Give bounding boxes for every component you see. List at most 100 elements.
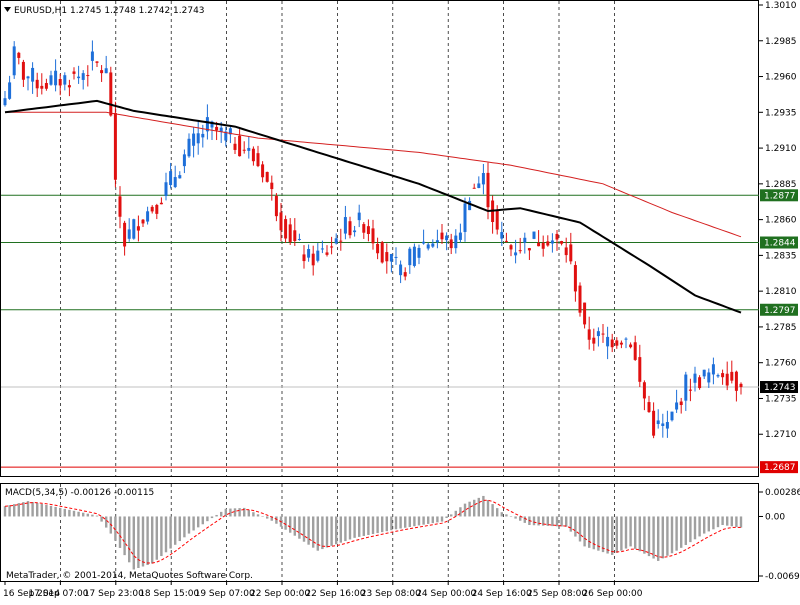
candle-body [596, 331, 600, 337]
macd-bar [63, 508, 66, 517]
candle-body [399, 264, 403, 276]
macd-bar [454, 510, 457, 517]
macd-bar [105, 516, 108, 528]
macd-bar [689, 516, 692, 543]
candle-body [109, 72, 113, 116]
horizontal-lines[interactable]: 1.2877 1.2844 1.2797 1.2743 1.2687 [1, 189, 798, 474]
price-label: 1.2985 [765, 37, 797, 47]
candle-body [307, 249, 311, 258]
time-label: 25 Sep 08:00 [527, 589, 587, 599]
macd-bar [436, 516, 439, 523]
candle-body [187, 138, 191, 157]
macd-bar [201, 516, 204, 525]
candle-body [95, 61, 99, 63]
chart-menu-arrow-icon[interactable] [4, 7, 11, 12]
macd-bar [220, 511, 223, 517]
macd-bar [716, 516, 720, 528]
candle-body [311, 253, 315, 266]
candle-body [288, 224, 292, 242]
candle-body [219, 127, 223, 132]
macd-header: MACD(5,34,5) -0.00126 -0.00115 [5, 488, 154, 498]
candle-body [665, 422, 669, 429]
macd-bar [59, 507, 62, 517]
macd-bar [445, 516, 448, 519]
macd-bar [261, 516, 264, 517]
candle-body [261, 164, 265, 178]
macd-bar [95, 515, 99, 517]
macd-bar [606, 516, 609, 554]
macd-bar [551, 516, 554, 527]
macd-bar [652, 516, 655, 559]
candle-body [445, 235, 449, 241]
candle-body [201, 133, 205, 138]
macd-pane-frame [0, 483, 759, 582]
candle-body [711, 364, 715, 375]
macd-bar [312, 516, 315, 548]
time-label: 17 Sep 23:00 [84, 589, 144, 599]
macd-bar [666, 516, 669, 556]
macd-bar [316, 516, 319, 551]
macd-bar [643, 516, 646, 554]
candle-body [656, 420, 660, 425]
candle-body [49, 75, 53, 85]
candle-body [21, 61, 25, 80]
candle-body [486, 172, 490, 208]
candle-body [334, 238, 338, 244]
macd-bar [243, 507, 246, 517]
macd-bar [371, 516, 375, 535]
macd-bar [491, 504, 494, 517]
candle-body [615, 340, 619, 346]
macd-bar [615, 516, 618, 553]
macd-bar [693, 516, 697, 540]
price-tag [760, 189, 798, 202]
macd-bar [40, 504, 43, 517]
macd-bar [555, 516, 559, 527]
macd-bar [450, 514, 453, 517]
macd-bar [36, 503, 39, 517]
price-axis[interactable]: 1.30101.29851.29601.29351.29101.28851.28… [759, 1, 797, 440]
macd-bar [358, 516, 361, 537]
candle-body [297, 238, 301, 240]
candle-body [610, 339, 614, 348]
macd-bar [477, 497, 480, 517]
macd-bar [519, 516, 522, 521]
candle-body [518, 250, 522, 252]
candle-body [583, 302, 587, 325]
macd-bar [302, 516, 306, 542]
macd-bar [721, 516, 724, 526]
price-tag [760, 236, 798, 249]
candle-body [652, 410, 656, 436]
candle-body [173, 177, 177, 188]
candle-body [550, 240, 554, 244]
copyright-text: MetaTrader, © 2001-2014, MetaQuotes Soft… [6, 571, 253, 581]
candle-body [215, 126, 219, 131]
macd-bar [215, 514, 218, 517]
candle-body [619, 342, 623, 345]
macd-bar [339, 516, 342, 543]
macd-bar [45, 504, 48, 517]
candle-body [325, 252, 329, 255]
macd-signal-line [4, 499, 742, 564]
candle-body [739, 383, 743, 388]
candle-body [509, 245, 513, 250]
time-label: 24 Sep 00:00 [416, 589, 476, 599]
candle-body [155, 204, 159, 214]
candle-body [123, 222, 127, 247]
macd-bar [275, 516, 278, 524]
macd-bar [482, 495, 485, 517]
macd-bar [348, 516, 352, 540]
price-tag-label: 1.2687 [764, 463, 796, 473]
candle-body [136, 226, 140, 231]
candle-body [72, 71, 76, 74]
candle-body [573, 265, 577, 292]
candle-body [592, 337, 596, 344]
candle-body [3, 98, 7, 106]
macd-bar [321, 516, 324, 550]
candle-body [242, 149, 246, 151]
candle-body [385, 252, 389, 262]
candle-body [178, 175, 182, 179]
macd-bar [118, 516, 122, 548]
candle-body [725, 373, 729, 386]
